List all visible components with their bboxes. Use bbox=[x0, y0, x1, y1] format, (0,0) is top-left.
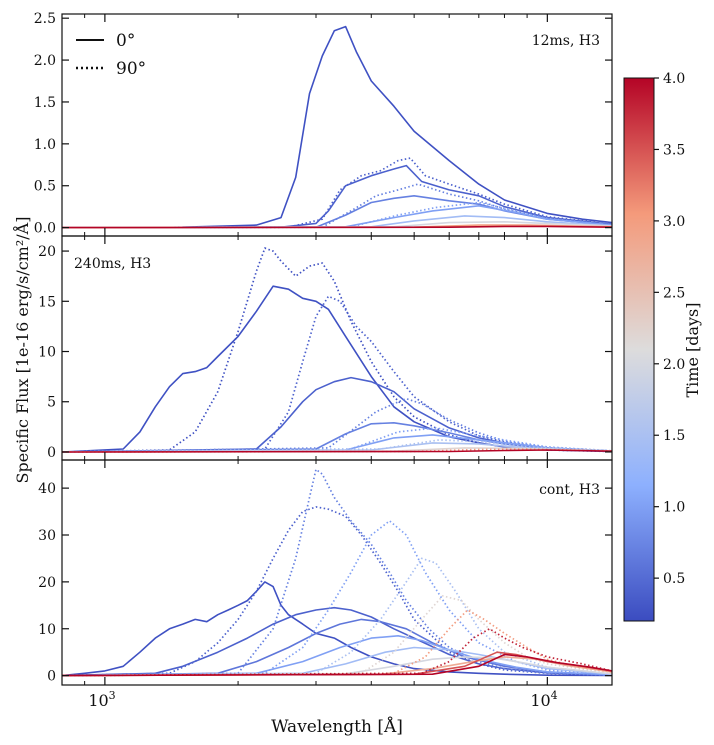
series-line-cont-4 bbox=[62, 468, 612, 677]
panel-frame-cont bbox=[61, 459, 613, 686]
colorbar-ticks: 0.5 1.0 1.5 2.0 2.5 3.0 3.5 4.0 bbox=[654, 71, 685, 587]
colorbar-gradient bbox=[623, 77, 655, 622]
series-line-12ms-0 bbox=[62, 25, 612, 229]
y-tick-label-240ms-0: 0 bbox=[47, 445, 56, 461]
x-tick-label-1e4: 104 bbox=[530, 689, 557, 710]
colorbar-tick-label-7: 4.0 bbox=[663, 71, 685, 87]
legend-label-90deg: 90° bbox=[116, 59, 146, 79]
y-tick-label-240ms-4: 20 bbox=[38, 244, 56, 260]
y-tick-label-240ms-1: 5 bbox=[47, 395, 56, 411]
series-line-12ms-5 bbox=[62, 205, 612, 229]
y-tick-label-cont-2: 20 bbox=[38, 575, 56, 591]
series-line-240ms-4 bbox=[62, 422, 612, 453]
series-line-240ms-1 bbox=[62, 247, 612, 453]
series-line-cont-11 bbox=[62, 656, 612, 677]
series-line-12ms-2 bbox=[62, 157, 612, 229]
panel-cont-annotation: cont, H3 bbox=[539, 482, 600, 498]
panel-240ms-annotation: 240ms, H3 bbox=[74, 256, 151, 272]
series-line-240ms-9 bbox=[62, 439, 612, 453]
colorbar-label: Time [days] bbox=[683, 302, 702, 397]
panel-12ms: 0.0 0.5 1.0 1.5 2.0 2.5 12ms, H3 0° 90° bbox=[34, 11, 613, 237]
y-tick-label-12ms-4: 2.0 bbox=[34, 53, 56, 69]
legend-label-0deg: 0° bbox=[116, 31, 135, 51]
x-axis-label: Wavelength [Å] bbox=[271, 716, 403, 737]
series-line-240ms-2 bbox=[62, 376, 612, 453]
panel-cont-lines bbox=[62, 468, 612, 677]
colorbar: 0.5 1.0 1.5 2.0 2.5 3.0 3.5 4.0 Time [days] bbox=[623, 71, 702, 622]
panel-12ms-lines bbox=[62, 25, 612, 229]
y-tick-label-12ms-2: 1.0 bbox=[34, 137, 56, 153]
series-line-12ms-6 bbox=[62, 201, 612, 229]
y-tick-label-12ms-0: 0.0 bbox=[34, 221, 56, 237]
series-line-cont-0 bbox=[62, 581, 612, 677]
y-tick-label-240ms-2: 10 bbox=[38, 345, 56, 361]
y-tick-label-12ms-3: 1.5 bbox=[34, 95, 56, 111]
series-line-240ms-3 bbox=[62, 295, 612, 453]
y-tick-label-cont-3: 30 bbox=[38, 528, 56, 544]
colorbar-tick-label-2: 1.5 bbox=[663, 428, 685, 444]
panel-cont: 0 10 20 30 40 cont, H3 bbox=[38, 459, 613, 686]
y-tick-label-cont-0: 0 bbox=[47, 669, 56, 685]
series-line-cont-14 bbox=[62, 627, 612, 677]
series-line-240ms-0 bbox=[62, 285, 612, 453]
series-line-cont-15 bbox=[62, 653, 612, 677]
y-tick-label-240ms-3: 15 bbox=[38, 294, 56, 310]
series-line-12ms-1 bbox=[62, 164, 612, 229]
x-tick-label-1e3: 103 bbox=[88, 689, 115, 710]
y-tick-label-12ms-1: 0.5 bbox=[34, 179, 56, 195]
series-line-cont-6 bbox=[62, 520, 612, 677]
panel-240ms: 0 5 10 15 20 240ms, H3 bbox=[38, 235, 613, 461]
panel-cont-axes: 0 10 20 30 40 bbox=[38, 459, 613, 686]
series-line-cont-2 bbox=[62, 506, 612, 677]
series-line-cont-10 bbox=[62, 595, 612, 677]
y-tick-label-cont-1: 10 bbox=[38, 622, 56, 638]
series-line-cont-3 bbox=[62, 618, 612, 677]
legend: 0° 90° bbox=[76, 31, 146, 79]
colorbar-tick-label-4: 2.5 bbox=[663, 285, 685, 301]
series-line-240ms-7 bbox=[62, 427, 612, 453]
series-line-cont-9 bbox=[62, 656, 612, 677]
series-line-12ms-10 bbox=[62, 225, 612, 229]
y-axis-label: Specific Flux [1e-16 erg/s/cm²/Å] bbox=[12, 217, 32, 484]
colorbar-tick-label-0: 0.5 bbox=[663, 571, 685, 587]
colorbar-tick-label-3: 2.0 bbox=[663, 357, 685, 373]
panel-frame-12ms bbox=[61, 13, 613, 237]
series-line-cont-5 bbox=[62, 635, 612, 677]
panel-240ms-lines bbox=[62, 247, 612, 453]
panel-12ms-annotation: 12ms, H3 bbox=[532, 33, 600, 49]
series-line-12ms-4 bbox=[62, 183, 612, 229]
colorbar-tick-label-6: 3.5 bbox=[663, 142, 685, 158]
series-line-240ms-12 bbox=[62, 449, 612, 453]
colorbar-tick-label-1: 1.0 bbox=[663, 500, 685, 516]
x-tick-labels: 103 104 bbox=[88, 689, 557, 710]
y-tick-label-cont-4: 40 bbox=[38, 481, 56, 497]
y-tick-label-12ms-5: 2.5 bbox=[34, 11, 56, 27]
colorbar-tick-label-5: 3.0 bbox=[663, 214, 685, 230]
